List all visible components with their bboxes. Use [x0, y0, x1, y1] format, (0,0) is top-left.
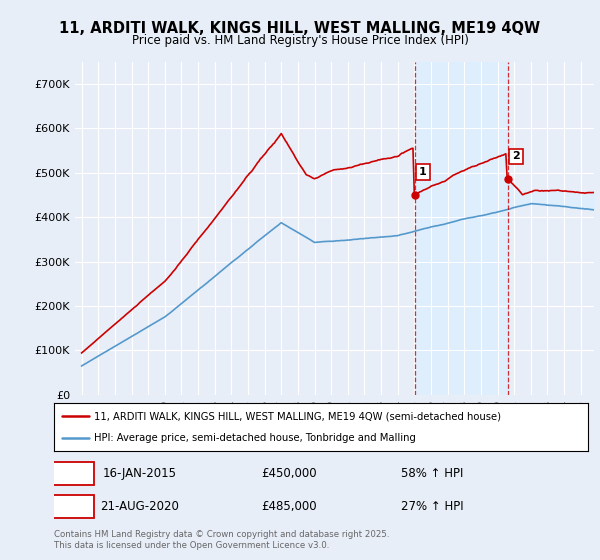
Text: 2: 2	[512, 151, 520, 161]
Text: 11, ARDITI WALK, KINGS HILL, WEST MALLING, ME19 4QW (semi-detached house): 11, ARDITI WALK, KINGS HILL, WEST MALLIN…	[94, 411, 501, 421]
Text: Price paid vs. HM Land Registry's House Price Index (HPI): Price paid vs. HM Land Registry's House …	[131, 34, 469, 46]
Text: £485,000: £485,000	[261, 500, 317, 514]
FancyBboxPatch shape	[52, 462, 94, 484]
Text: £450,000: £450,000	[261, 466, 317, 480]
Text: 58% ↑ HPI: 58% ↑ HPI	[401, 466, 463, 480]
Text: 1: 1	[68, 466, 77, 480]
Text: 27% ↑ HPI: 27% ↑ HPI	[401, 500, 464, 514]
Text: HPI: Average price, semi-detached house, Tonbridge and Malling: HPI: Average price, semi-detached house,…	[94, 433, 416, 443]
Text: This data is licensed under the Open Government Licence v3.0.: This data is licensed under the Open Gov…	[54, 541, 329, 550]
Text: Contains HM Land Registry data © Crown copyright and database right 2025.: Contains HM Land Registry data © Crown c…	[54, 530, 389, 539]
Text: 21-AUG-2020: 21-AUG-2020	[100, 500, 179, 514]
Text: 16-JAN-2015: 16-JAN-2015	[103, 466, 176, 480]
Text: 11, ARDITI WALK, KINGS HILL, WEST MALLING, ME19 4QW: 11, ARDITI WALK, KINGS HILL, WEST MALLIN…	[59, 21, 541, 36]
Text: 2: 2	[68, 500, 77, 514]
Bar	[415, 62, 508, 395]
Text: 1: 1	[419, 167, 427, 177]
FancyBboxPatch shape	[52, 496, 94, 518]
